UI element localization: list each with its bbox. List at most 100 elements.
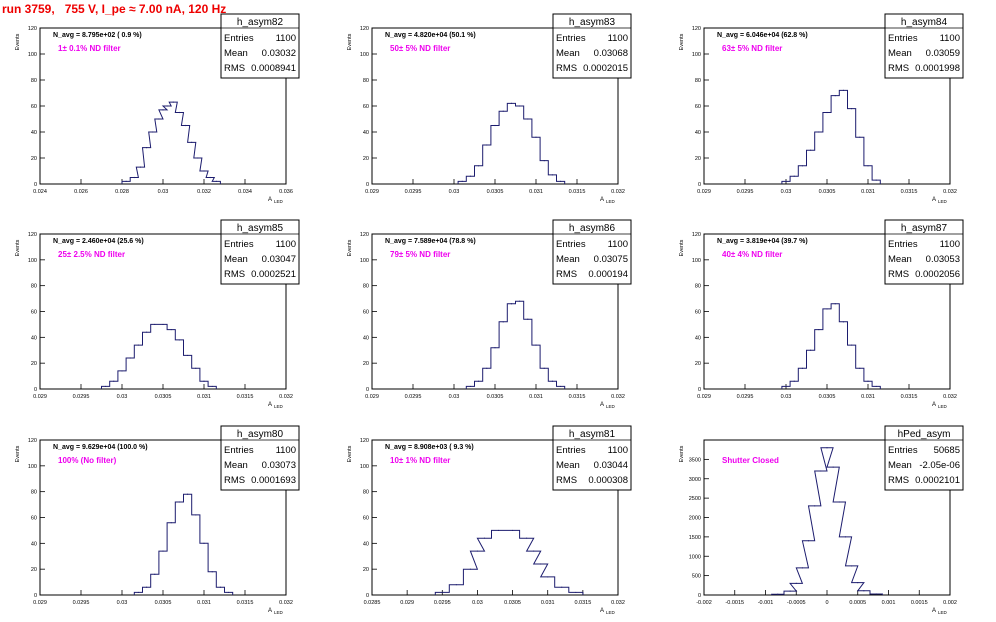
histogram-bin-point bbox=[146, 147, 148, 149]
filter-annotation: Shutter Closed bbox=[722, 456, 779, 465]
x-tick-label: 0.029 bbox=[697, 394, 711, 400]
x-tick-label: 0.031 bbox=[197, 394, 211, 400]
stats-box: h_asym85 Entries 1100 Mean 0.03047 RMS 0.00025… bbox=[220, 219, 300, 285]
y-tick-label: 40 bbox=[31, 130, 37, 136]
y-tick-label: 120 bbox=[360, 438, 369, 444]
histogram-bin-point bbox=[486, 367, 488, 369]
histogram-bin-point bbox=[184, 124, 187, 127]
stats-label-rms: RMS bbox=[556, 63, 577, 74]
filter-annotation: 1± 0.1% ND filter bbox=[58, 44, 121, 53]
stats-label-entries: Entries bbox=[888, 239, 918, 250]
histogram-bins bbox=[465, 300, 566, 389]
histogram-bin-point bbox=[801, 567, 804, 569]
stats-box: h_asym83 Entries 1100 Mean 0.03068 RMS 0.00020… bbox=[552, 13, 632, 79]
histogram-bin-point bbox=[814, 505, 816, 507]
stats-label-entries: Entries bbox=[224, 33, 254, 44]
y-tick-label: 0 bbox=[698, 182, 701, 188]
navg-label: N_avg = 8.908e+03 ( 9.3 %) bbox=[385, 444, 474, 451]
histogram-bin-point bbox=[497, 529, 500, 532]
y-tick-label: 120 bbox=[360, 232, 369, 238]
stats-value-entries: 1100 bbox=[940, 33, 960, 44]
y-axis-label: Events bbox=[15, 33, 21, 50]
histogram-bin-point bbox=[793, 380, 795, 382]
histogram-bin-point bbox=[195, 367, 197, 369]
x-axis-label-subscript: LED bbox=[274, 610, 284, 615]
histogram-bin-point bbox=[146, 586, 148, 588]
y-tick-label: 100 bbox=[28, 464, 37, 470]
histogram-bin-point bbox=[191, 141, 193, 143]
x-axis-label: A bbox=[932, 402, 936, 408]
stats-label-rms: RMS bbox=[556, 269, 577, 280]
x-tick-label: 0.029 bbox=[33, 600, 47, 606]
filter-annotation: 100% (No filter) bbox=[58, 456, 117, 465]
x-tick-label: 0.0315 bbox=[901, 189, 918, 195]
x-tick-label: 0.0295 bbox=[405, 394, 422, 400]
histogram-bin-point bbox=[133, 176, 135, 179]
histogram-bin-point bbox=[810, 349, 812, 351]
stats-box-frame bbox=[884, 13, 964, 79]
stats-label-entries: Entries bbox=[556, 239, 586, 250]
y-tick-label: 0 bbox=[34, 182, 37, 188]
x-tick-label: 0.03 bbox=[117, 394, 128, 400]
y-tick-label: 20 bbox=[695, 156, 701, 162]
x-tick-label: 0.03 bbox=[449, 189, 460, 195]
histogram-bin-point bbox=[494, 347, 496, 349]
y-axis-label: Events bbox=[679, 33, 685, 50]
x-tick-label: 0.03 bbox=[158, 189, 169, 195]
histogram-bin-point bbox=[178, 501, 180, 503]
histogram-bin-point bbox=[875, 179, 877, 181]
histogram-bin-point bbox=[469, 568, 471, 570]
histogram-bin-point bbox=[121, 370, 123, 372]
histogram-bin-point bbox=[527, 118, 529, 120]
stats-label-rms: RMS bbox=[224, 63, 245, 74]
y-tick-label: 1000 bbox=[689, 554, 701, 560]
x-tick-label: 0.0285 bbox=[364, 600, 381, 606]
y-tick-label: 20 bbox=[363, 361, 369, 367]
histogram-panel-h_asym80: Events 0 20 40 60 80 100 120 0.029 0.0295 0.03 0.03… bbox=[15, 425, 300, 615]
histogram-bin-point bbox=[137, 344, 139, 346]
histogram-outline bbox=[133, 493, 234, 595]
x-tick-label: 0.0305 bbox=[487, 394, 504, 400]
histogram-bin-point bbox=[162, 323, 164, 326]
histogram-bin-point bbox=[851, 108, 853, 110]
histogram-bin-point bbox=[478, 380, 480, 382]
navg-label: N_avg = 4.820e+04 (50.1 %) bbox=[385, 32, 476, 39]
stats-label-mean: Mean bbox=[224, 254, 248, 265]
x-tick-label: 0.032 bbox=[279, 600, 293, 606]
x-tick-label: -0.001 bbox=[758, 600, 774, 606]
x-tick-label: 0.034 bbox=[238, 189, 252, 195]
stats-box-frame bbox=[220, 425, 300, 491]
histogram-bin-point bbox=[867, 165, 869, 167]
stats-value-rms: 0.0001693 bbox=[251, 475, 296, 486]
y-axis-label: Events bbox=[679, 445, 685, 462]
navg-label: N_avg = 9.629e+04 (100.0 %) bbox=[53, 444, 148, 451]
x-tick-label: 0.0315 bbox=[569, 189, 586, 195]
histogram-bin-point bbox=[834, 303, 836, 305]
y-tick-label: 120 bbox=[360, 26, 369, 32]
y-tick-label: 20 bbox=[363, 156, 369, 162]
histogram-bin-point bbox=[777, 593, 779, 595]
histogram-bins bbox=[133, 493, 234, 595]
x-tick-label: 0.0295 bbox=[737, 189, 754, 195]
stats-value-rms: 0.0002521 bbox=[251, 269, 296, 280]
histogram-bin-point bbox=[575, 591, 577, 594]
y-tick-label: 100 bbox=[360, 52, 369, 58]
histogram-bin-point bbox=[203, 170, 205, 172]
histogram-panel-h_asym86: Events 0 20 40 60 80 100 120 0.029 0.0295 0.03 0.03… bbox=[347, 219, 632, 409]
filter-annotation: 63± 5% ND filter bbox=[722, 44, 782, 53]
stats-value-mean: 0.03059 bbox=[926, 48, 960, 59]
histogram-bin-point bbox=[519, 105, 521, 107]
y-tick-label: 100 bbox=[28, 52, 37, 58]
histogram-bin-point bbox=[818, 131, 820, 133]
stats-label-mean: Mean bbox=[556, 254, 580, 265]
stats-box: h_asym81 Entries 1100 Mean 0.03044 RMS 0.00030… bbox=[552, 425, 632, 491]
x-tick-label: 0.028 bbox=[115, 189, 129, 195]
x-tick-label: 0.026 bbox=[74, 189, 88, 195]
y-tick-label: 80 bbox=[31, 78, 37, 84]
histogram-bin-point bbox=[219, 586, 221, 588]
y-tick-label: 60 bbox=[31, 104, 37, 110]
x-tick-label: 0.03 bbox=[781, 189, 792, 195]
navg-label: N_avg = 3.819e+04 (39.7 %) bbox=[717, 238, 808, 245]
histogram-bin-point bbox=[820, 470, 822, 472]
y-tick-label: 0 bbox=[34, 387, 37, 393]
